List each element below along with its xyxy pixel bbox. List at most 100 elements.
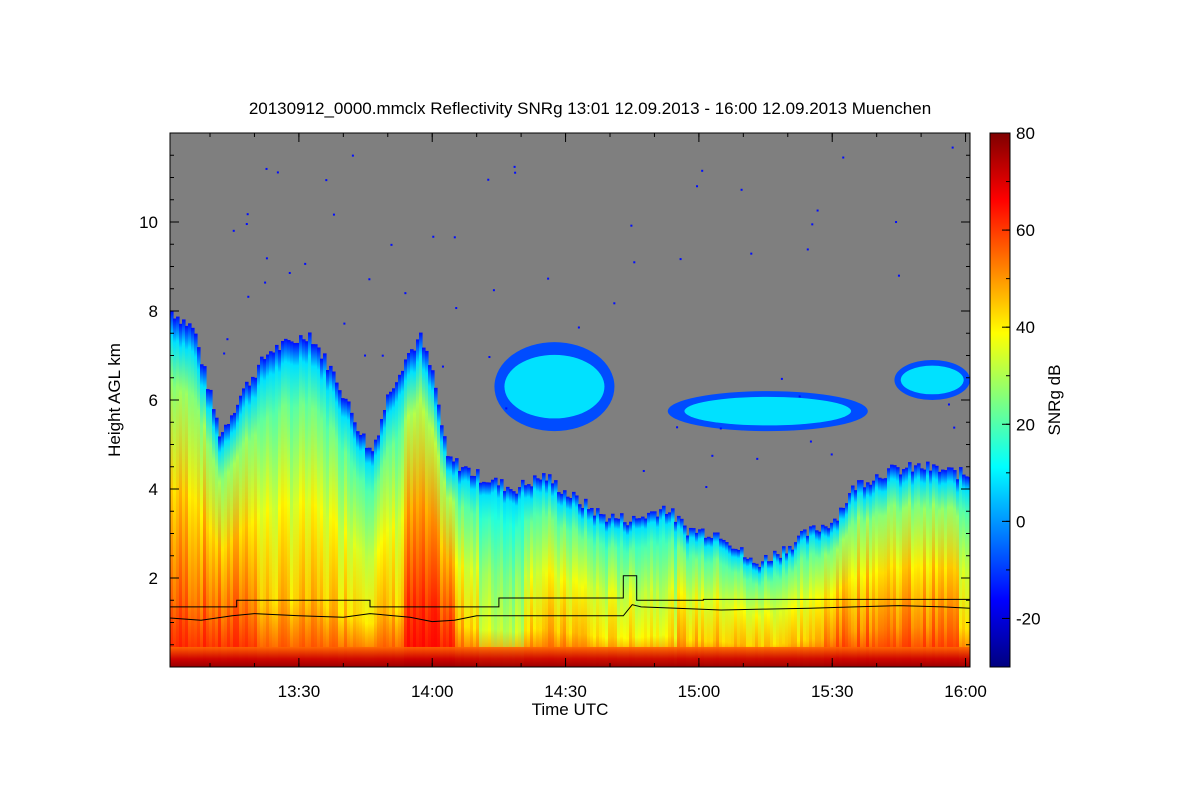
colorbar-tick-label: 40 <box>1016 318 1035 337</box>
echo-column <box>416 339 420 667</box>
echo-column <box>659 509 663 667</box>
echo-column <box>545 480 549 667</box>
echo-column <box>932 464 936 667</box>
echo-column <box>449 456 453 667</box>
noise-speckle <box>453 236 456 239</box>
echo-column <box>788 545 792 667</box>
echo-column <box>506 486 510 667</box>
echo-column <box>830 522 834 667</box>
echo-column <box>221 432 225 667</box>
noise-speckle <box>351 154 354 157</box>
echo-column <box>884 478 888 667</box>
echo-column <box>827 528 831 667</box>
echo-column <box>572 491 576 667</box>
colorbar-tick-label: 20 <box>1016 415 1035 434</box>
noise-speckle <box>325 179 328 182</box>
echo-column <box>413 350 417 667</box>
echo-column <box>278 350 282 667</box>
echo-column <box>317 347 321 667</box>
echo-column <box>584 498 588 667</box>
y-tick-label: 6 <box>149 391 158 410</box>
echo-column <box>272 352 276 667</box>
echo-column <box>605 521 609 667</box>
echo-column <box>608 518 612 667</box>
noise-speckle <box>951 146 954 149</box>
echo-column <box>968 477 970 667</box>
noise-speckle <box>679 258 682 261</box>
echo-column <box>875 474 879 667</box>
echo-column <box>179 323 183 667</box>
echo-column <box>254 377 258 667</box>
echo-column <box>359 434 363 667</box>
echo-column <box>242 388 246 667</box>
echo-column <box>530 486 534 667</box>
upper-cloud-layer <box>894 359 970 400</box>
echo-column <box>203 366 207 667</box>
noise-speckle <box>798 395 801 398</box>
echo-column <box>725 542 729 667</box>
echo-column <box>689 527 693 667</box>
cloud-core <box>900 365 964 395</box>
echo-column <box>728 545 732 667</box>
echo-column <box>722 539 726 667</box>
colorbar-gradient <box>989 132 1011 668</box>
echo-column <box>761 561 765 667</box>
echo-column <box>281 340 285 667</box>
echo-column <box>686 535 690 667</box>
noise-speckle <box>364 354 367 357</box>
x-tick-label: 15:30 <box>811 682 854 701</box>
echo-column <box>308 332 312 667</box>
echo-column <box>482 481 486 667</box>
noise-speckle <box>223 352 226 355</box>
echo-column <box>833 518 837 667</box>
echo-column <box>428 365 432 667</box>
echo-column <box>452 461 456 667</box>
echo-column <box>206 389 210 667</box>
echo-column <box>674 521 678 667</box>
echo-column <box>872 480 876 667</box>
echo-column <box>767 561 771 667</box>
echo-column <box>185 325 189 667</box>
echo-column <box>350 412 354 667</box>
echo-column <box>599 514 603 667</box>
echo-column <box>881 478 885 667</box>
echo-column <box>593 515 597 667</box>
echo-column <box>797 535 801 667</box>
series-line-1 <box>170 575 970 608</box>
echo-column <box>641 516 645 667</box>
echo-column <box>296 342 300 667</box>
noise-speckle <box>264 281 267 284</box>
echo-column <box>191 327 195 667</box>
echo-column <box>335 382 339 667</box>
surface-clutter-band <box>170 646 970 667</box>
echo-column <box>284 338 288 667</box>
echo-column <box>587 509 591 667</box>
x-tick-label: 15:00 <box>678 682 721 701</box>
echo-column <box>434 387 438 667</box>
noise-speckle <box>701 169 704 172</box>
series-layer <box>170 575 970 623</box>
echo-column <box>656 516 660 667</box>
echo-column <box>647 512 651 667</box>
noise-speckle <box>505 407 508 410</box>
noise-speckle <box>842 156 845 159</box>
noise-speckle <box>226 338 229 341</box>
echo-column <box>395 382 399 667</box>
echo-column <box>539 479 543 667</box>
echo-column <box>521 479 525 667</box>
echo-column <box>419 332 423 667</box>
echo-column <box>944 470 948 667</box>
echo-column <box>821 524 825 667</box>
echo-column <box>236 404 240 667</box>
echo-column <box>464 466 468 667</box>
echo-column <box>293 343 297 667</box>
echo-column <box>320 358 324 667</box>
noise-speckle <box>719 427 722 430</box>
echo-column <box>839 507 843 667</box>
noise-speckle <box>247 295 250 298</box>
echo-column <box>803 529 807 667</box>
noise-speckle <box>830 453 833 456</box>
noise-speckle <box>368 278 371 281</box>
noise-speckle <box>265 167 268 170</box>
